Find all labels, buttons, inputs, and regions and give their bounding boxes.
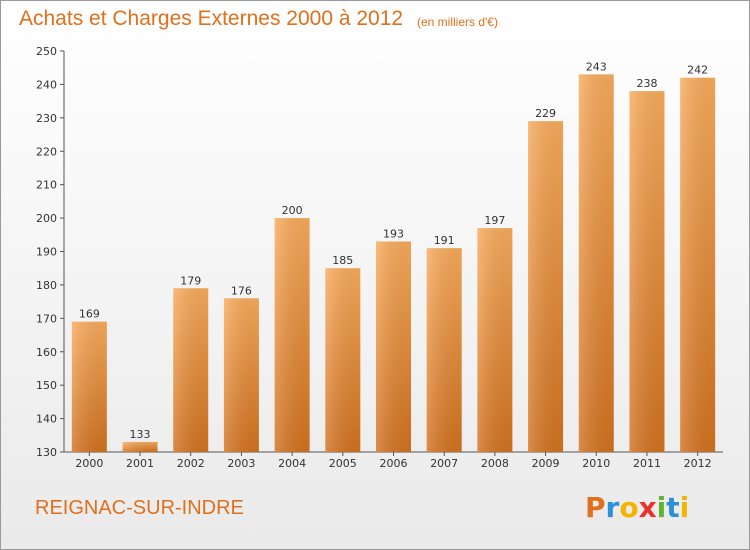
x-tick-label: 2011 [633, 457, 661, 470]
x-tick-label: 2005 [329, 457, 357, 470]
bar-sheen [629, 91, 665, 452]
x-tick-label: 2006 [380, 457, 408, 470]
y-tick-label: 210 [36, 179, 57, 192]
proxiti-logo-graphic: Proxiti [585, 491, 689, 524]
bar-sheen [376, 241, 411, 452]
y-tick-label: 200 [36, 212, 57, 225]
y-tick-label: 180 [36, 279, 57, 292]
y-tick-label: 220 [36, 145, 57, 158]
x-tick-label: 2004 [278, 457, 306, 470]
x-tick-label: 2012 [684, 457, 712, 470]
y-tick-label: 150 [36, 379, 57, 392]
bar-sheen [173, 288, 209, 452]
x-tick-label: 2010 [582, 457, 610, 470]
bar-chart: 130140150160170180190200210220230240250 … [36, 45, 723, 470]
x-tick-label: 2009 [532, 457, 560, 470]
y-tick-label: 250 [36, 45, 57, 58]
y-tick-label: 240 [36, 78, 57, 91]
data-label: 229 [535, 107, 556, 120]
x-tick-label: 2000 [75, 457, 103, 470]
data-label: 243 [586, 60, 607, 73]
svg-text:Proxiti: Proxiti [585, 491, 689, 524]
data-label: 169 [79, 308, 100, 321]
y-tick-label: 170 [36, 312, 57, 325]
data-label: 179 [180, 274, 201, 287]
x-tick-label: 2001 [126, 457, 154, 470]
data-label: 200 [282, 204, 303, 217]
bar-sheen [528, 121, 564, 453]
data-label: 176 [231, 284, 252, 297]
data-label: 242 [687, 64, 708, 77]
x-tick-label: 2008 [481, 457, 509, 470]
y-tick-label: 130 [36, 446, 57, 459]
data-label: 191 [434, 234, 455, 247]
y-tick-label: 230 [36, 112, 57, 125]
data-label: 193 [383, 227, 404, 240]
bar-sheen [578, 74, 614, 453]
x-tick-label: 2003 [227, 457, 255, 470]
proxiti-logo: Proxiti [585, 489, 695, 534]
bar-sheen [223, 298, 259, 452]
bar-sheen [274, 218, 310, 452]
data-label: 197 [484, 214, 505, 227]
bar-sheen [426, 248, 462, 452]
x-tick-label: 2007 [430, 457, 458, 470]
y-tick-label: 160 [36, 346, 57, 359]
bar-sheen [122, 441, 158, 452]
bar-sheen [325, 268, 361, 452]
city-name: REIGNAC-SUR-INDRE [35, 497, 244, 519]
y-tick-label: 190 [36, 246, 57, 259]
data-label: 238 [636, 77, 657, 90]
x-tick-label: 2002 [177, 457, 205, 470]
bar-sheen [477, 228, 513, 452]
data-label: 133 [130, 428, 151, 441]
chart-title: Achats et Charges Externes 2000 à 2012 [19, 7, 404, 30]
y-tick-label: 140 [36, 413, 57, 426]
bar-sheen [680, 77, 716, 452]
chart-subtitle: (en milliers d'€) [417, 15, 498, 29]
data-label: 185 [332, 254, 353, 267]
bar-sheen [71, 321, 107, 452]
